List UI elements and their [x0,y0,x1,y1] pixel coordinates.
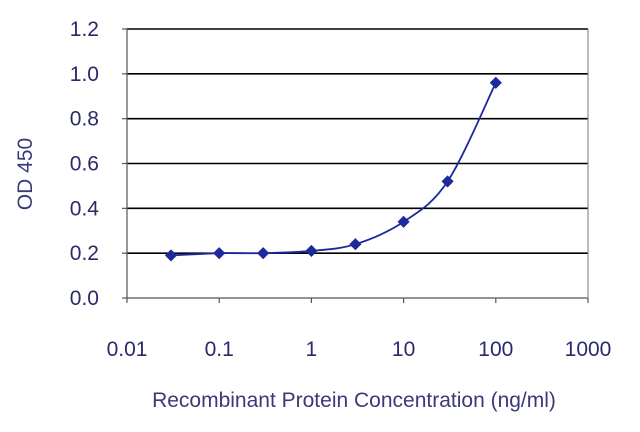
y-tick-label-0: 0.0 [70,287,99,310]
series-0-point-4 [349,238,362,251]
x-tick-label-1: 0.1 [205,338,234,361]
series-0-point-5 [397,215,410,228]
y-tick-label-5: 1.0 [70,63,99,86]
x-axis-title: Recombinant Protein Concentration (ng/ml… [152,389,556,412]
x-tick-label-3: 10 [392,338,415,361]
y-tick-label-4: 0.8 [70,108,99,131]
grid-layer [127,28,588,254]
y-tick-label-3: 0.6 [70,153,99,176]
y-tick-label-1: 0.2 [70,242,99,265]
curve-layer [170,82,497,257]
y-tick-label-6: 1.2 [70,18,99,41]
series-0-point-1 [213,247,226,260]
ticks-layer: 0.0 0.2 0.4 0.6 0.8 1.0 1.2 0.01 0.1 1 10 100 1000 [70,18,612,361]
x-tick-label-2: 1 [306,338,318,361]
series-0-point-6 [441,175,454,188]
series-0-point-3 [305,244,318,257]
x-tick-label-4: 100 [478,338,513,361]
points-layer [164,76,502,262]
x-tick-label-0: 0.01 [107,338,148,361]
y-axis-title: OD 450 [14,138,37,210]
x-tick-label-5: 1000 [565,338,612,361]
y-tick-label-2: 0.4 [70,197,100,220]
series-0-fit-curve [170,82,497,257]
series-0-point-7 [489,76,502,89]
series-0-point-0 [164,249,178,262]
series-0-point-2 [257,247,270,260]
